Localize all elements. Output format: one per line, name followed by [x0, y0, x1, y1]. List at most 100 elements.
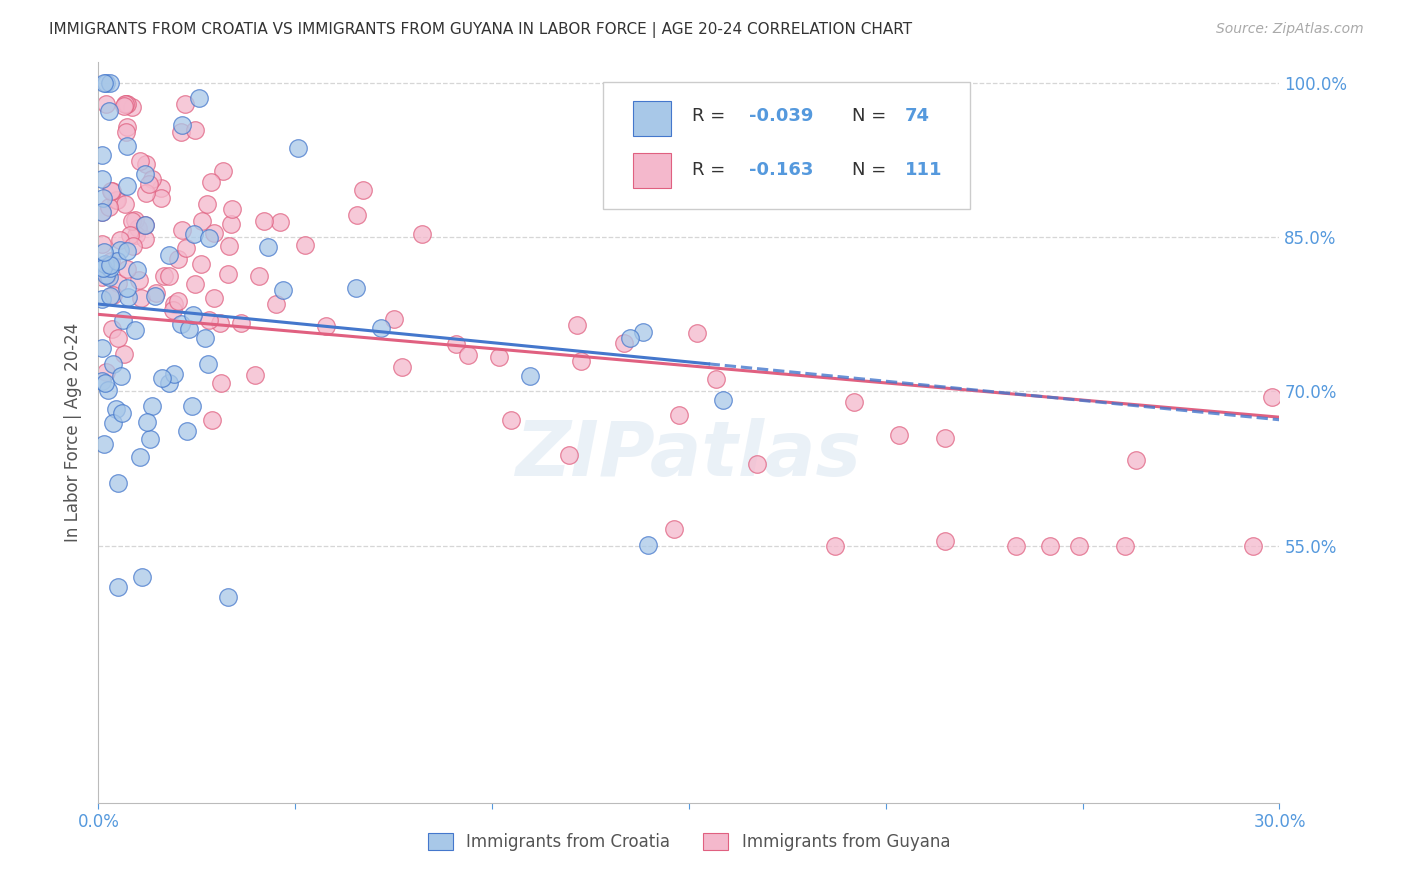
- Point: [149, 191, 172, 205]
- Point: [98, 289, 121, 303]
- Point: [613, 335, 636, 350]
- Point: [271, 284, 294, 298]
- Point: [209, 376, 232, 390]
- Point: [127, 221, 149, 235]
- Point: [176, 424, 198, 438]
- Point: [114, 96, 136, 111]
- Point: [139, 432, 162, 446]
- Point: [121, 100, 143, 114]
- Point: [91, 191, 114, 205]
- Point: [221, 202, 243, 217]
- Point: [134, 167, 156, 181]
- Point: [183, 277, 205, 292]
- Point: [93, 376, 115, 390]
- Point: [264, 296, 287, 310]
- Point: [200, 176, 222, 190]
- Point: [1005, 539, 1028, 553]
- Point: [98, 261, 121, 276]
- Point: [353, 183, 375, 197]
- Point: [157, 248, 180, 262]
- Point: [91, 260, 114, 275]
- Point: [131, 569, 153, 583]
- Point: [94, 260, 117, 275]
- Point: [194, 330, 217, 344]
- Point: [101, 184, 124, 198]
- Point: [114, 125, 136, 139]
- Text: R =: R =: [693, 107, 731, 125]
- Point: [98, 200, 121, 214]
- Point: [94, 96, 117, 111]
- Point: [202, 226, 225, 240]
- Point: [1125, 452, 1147, 467]
- Point: [97, 383, 120, 397]
- Point: [96, 76, 118, 90]
- Point: [824, 539, 846, 553]
- Point: [122, 239, 145, 253]
- Point: [631, 325, 654, 339]
- Point: [565, 318, 588, 333]
- Point: [150, 181, 173, 195]
- Point: [91, 293, 114, 307]
- Point: [117, 262, 139, 277]
- Point: [101, 322, 124, 336]
- Point: [167, 293, 190, 308]
- Point: [668, 408, 690, 422]
- Text: -0.039: -0.039: [749, 107, 814, 125]
- Point: [98, 104, 121, 119]
- Point: [457, 348, 479, 362]
- Point: [94, 268, 117, 282]
- Point: [128, 153, 150, 168]
- Point: [243, 368, 266, 382]
- Legend: Immigrants from Croatia, Immigrants from Guyana: Immigrants from Croatia, Immigrants from…: [420, 826, 957, 857]
- Point: [370, 321, 392, 335]
- Point: [889, 427, 911, 442]
- Point: [190, 257, 212, 271]
- Point: [91, 148, 114, 162]
- Point: [98, 269, 121, 284]
- Point: [197, 230, 219, 244]
- Point: [198, 313, 221, 327]
- Point: [105, 254, 128, 268]
- Point: [208, 316, 231, 330]
- Point: [619, 331, 641, 345]
- Point: [181, 399, 204, 413]
- Point: [141, 399, 163, 413]
- Point: [103, 288, 125, 302]
- Point: [110, 369, 132, 384]
- Point: [446, 337, 468, 351]
- Point: [91, 374, 114, 388]
- Point: [91, 205, 114, 219]
- Point: [129, 291, 152, 305]
- Point: [315, 318, 337, 333]
- FancyBboxPatch shape: [634, 153, 671, 188]
- Point: [143, 289, 166, 303]
- Point: [145, 286, 167, 301]
- Point: [114, 99, 136, 113]
- Point: [115, 244, 138, 258]
- Point: [173, 96, 195, 111]
- Point: [218, 238, 240, 252]
- Point: [170, 223, 193, 237]
- Point: [91, 237, 114, 252]
- Point: [112, 312, 135, 326]
- Point: [558, 449, 581, 463]
- Point: [134, 232, 156, 246]
- Point: [114, 197, 136, 211]
- Point: [128, 273, 150, 287]
- Point: [115, 178, 138, 193]
- Point: [211, 164, 233, 178]
- Point: [135, 415, 157, 429]
- Point: [686, 326, 709, 340]
- Point: [117, 290, 139, 304]
- Text: -0.163: -0.163: [749, 161, 814, 179]
- Point: [934, 178, 956, 193]
- FancyBboxPatch shape: [634, 101, 671, 136]
- Point: [169, 318, 191, 332]
- Y-axis label: In Labor Force | Age 20-24: In Labor Force | Age 20-24: [65, 323, 83, 542]
- Point: [101, 357, 124, 371]
- Point: [94, 257, 117, 271]
- Point: [110, 406, 132, 420]
- Point: [157, 376, 180, 390]
- Point: [93, 76, 115, 90]
- Point: [177, 322, 200, 336]
